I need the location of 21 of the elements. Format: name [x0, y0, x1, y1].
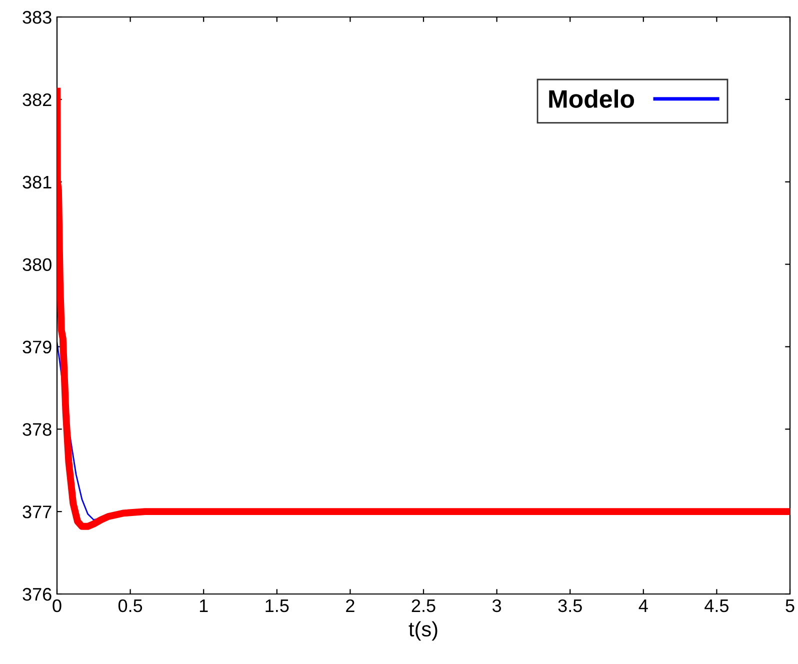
y-tick-label: 383	[22, 10, 52, 24]
y-tick-label: 376	[22, 588, 52, 601]
x-tick-label: 4.5	[704, 600, 728, 612]
x-axis-title: t(s)	[408, 621, 438, 641]
x-tick-label: 1	[200, 600, 208, 612]
x-tick-label: 2	[346, 599, 354, 612]
x-tick-label: 4	[638, 600, 648, 612]
y-tick-label: 380	[22, 258, 52, 272]
y-tick-label: 379	[22, 340, 52, 354]
x-tick-label: 3	[492, 599, 502, 612]
y-tick-label: 381	[22, 176, 52, 189]
x-tick-label: 3.5	[558, 599, 582, 612]
x-tick-label: 0	[52, 599, 62, 612]
y-tick-label: 382	[22, 93, 52, 106]
x-tick-label: 1.5	[266, 600, 289, 612]
x-tick-label: 2.5	[412, 599, 436, 612]
x-tick-label: 5	[786, 600, 794, 612]
y-tick-label: 377	[22, 506, 52, 518]
y-tick-label: 378	[22, 423, 52, 436]
x-tick-label: 0.5	[118, 599, 142, 612]
legend-label: Modelo	[549, 90, 634, 108]
